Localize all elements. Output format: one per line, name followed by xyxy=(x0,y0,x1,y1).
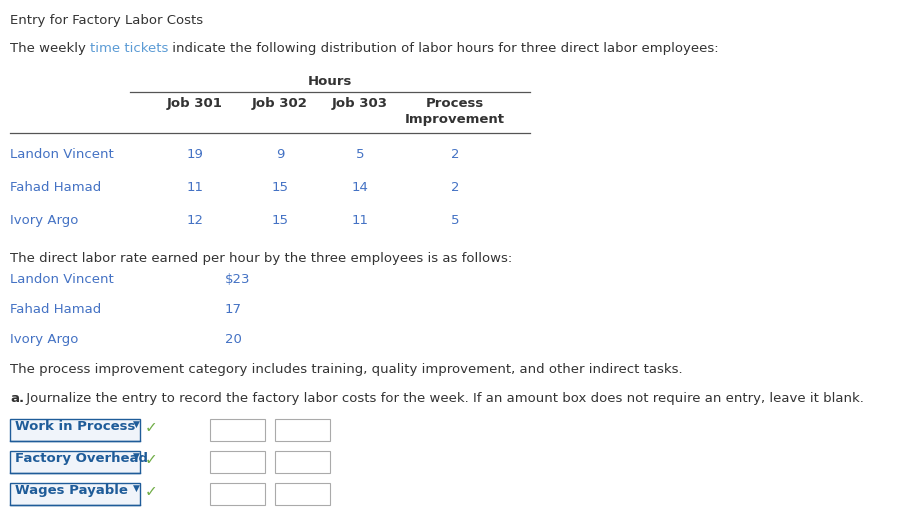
Text: ▼: ▼ xyxy=(133,420,140,429)
FancyBboxPatch shape xyxy=(275,419,330,441)
Text: 12: 12 xyxy=(187,214,204,227)
Text: ▼: ▼ xyxy=(133,452,140,461)
Text: 5: 5 xyxy=(451,214,459,227)
Text: 20: 20 xyxy=(225,333,242,346)
FancyBboxPatch shape xyxy=(210,483,265,505)
Text: Work in Process: Work in Process xyxy=(15,420,135,433)
Text: $23: $23 xyxy=(225,273,251,286)
Text: ✓: ✓ xyxy=(145,484,158,499)
Text: 11: 11 xyxy=(352,214,369,227)
Text: Job 302: Job 302 xyxy=(252,97,308,110)
Text: Job 301: Job 301 xyxy=(167,97,223,110)
FancyBboxPatch shape xyxy=(275,451,330,473)
Text: 19: 19 xyxy=(187,148,204,161)
Text: The direct labor rate earned per hour by the three employees is as follows:: The direct labor rate earned per hour by… xyxy=(10,252,512,265)
Text: Journalize the entry to record the factory labor costs for the week. If an amoun: Journalize the entry to record the facto… xyxy=(22,392,864,405)
FancyBboxPatch shape xyxy=(210,451,265,473)
Text: Process: Process xyxy=(426,97,484,110)
Text: 17: 17 xyxy=(225,303,242,316)
Text: Fahad Hamad: Fahad Hamad xyxy=(10,303,101,316)
Text: Hours: Hours xyxy=(308,75,352,88)
Text: 2: 2 xyxy=(451,148,459,161)
Text: 9: 9 xyxy=(276,148,284,161)
FancyBboxPatch shape xyxy=(275,483,330,505)
Text: 5: 5 xyxy=(355,148,364,161)
Text: Factory Overhead: Factory Overhead xyxy=(15,452,148,465)
FancyBboxPatch shape xyxy=(10,451,140,473)
Text: ✓: ✓ xyxy=(145,452,158,467)
Text: Wages Payable: Wages Payable xyxy=(15,484,128,497)
Text: 11: 11 xyxy=(187,181,204,194)
Text: a.: a. xyxy=(10,392,24,405)
Text: indicate the following distribution of labor hours for three direct labor employ: indicate the following distribution of l… xyxy=(169,42,719,55)
FancyBboxPatch shape xyxy=(10,419,140,441)
Text: Landon Vincent: Landon Vincent xyxy=(10,148,114,161)
Text: 2: 2 xyxy=(451,181,459,194)
Text: ✓: ✓ xyxy=(145,420,158,435)
Text: The weekly: The weekly xyxy=(10,42,90,55)
Text: Fahad Hamad: Fahad Hamad xyxy=(10,181,101,194)
Text: Improvement: Improvement xyxy=(405,113,505,126)
FancyBboxPatch shape xyxy=(210,419,265,441)
Text: The process improvement category includes training, quality improvement, and oth: The process improvement category include… xyxy=(10,363,683,376)
Text: 15: 15 xyxy=(272,214,289,227)
FancyBboxPatch shape xyxy=(10,483,140,505)
Text: Job 303: Job 303 xyxy=(332,97,388,110)
Text: Ivory Argo: Ivory Argo xyxy=(10,214,78,227)
Text: 15: 15 xyxy=(272,181,289,194)
Text: 14: 14 xyxy=(352,181,368,194)
Text: time tickets: time tickets xyxy=(90,42,169,55)
Text: ▼: ▼ xyxy=(133,484,140,493)
Text: Ivory Argo: Ivory Argo xyxy=(10,333,78,346)
Text: Landon Vincent: Landon Vincent xyxy=(10,273,114,286)
Text: Entry for Factory Labor Costs: Entry for Factory Labor Costs xyxy=(10,14,203,27)
